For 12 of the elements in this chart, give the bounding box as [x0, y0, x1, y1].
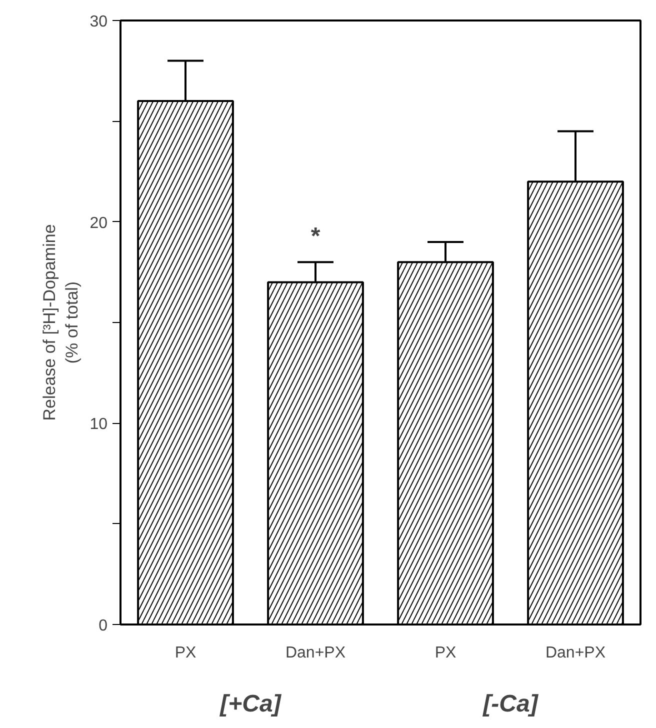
y-tick-label: 20 [90, 214, 108, 232]
y-tick-label: 30 [90, 14, 108, 30]
y-tick-label: 10 [90, 416, 108, 434]
x-tick-label: PX [434, 644, 456, 662]
text: [+Ca] [219, 690, 282, 718]
y-tick-label: 0 [98, 618, 108, 634]
annotation: * [310, 223, 321, 250]
x-tick-label: Dan+PX [545, 644, 606, 662]
x-tick-label: PX [174, 644, 196, 662]
x-tick-label: Dan+PX [285, 644, 346, 662]
text: [-Ca] [482, 690, 539, 718]
y-axis-title: Release of [³H]-Dopamine (% of total) [40, 224, 82, 421]
